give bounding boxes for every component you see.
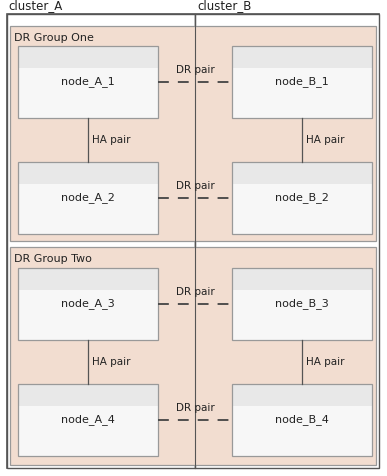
Text: node_A_2: node_A_2 [61, 193, 115, 203]
Bar [7, 14, 195, 468]
Text: node_B_3: node_B_3 [275, 298, 329, 309]
Bar [232, 46, 372, 68]
Text: DR Group Two: DR Group Two [14, 254, 92, 264]
Bar [232, 268, 372, 289]
Bar [232, 384, 372, 456]
Text: node_A_3: node_A_3 [61, 298, 115, 309]
Bar [18, 184, 158, 234]
Text: node_A_4: node_A_4 [61, 415, 115, 426]
Bar [232, 162, 372, 184]
Text: HA pair: HA pair [92, 135, 130, 145]
Text: node_B_4: node_B_4 [275, 415, 329, 426]
Bar [232, 46, 372, 118]
Text: HA pair: HA pair [92, 357, 130, 367]
Bar [232, 68, 372, 118]
Text: cluster_B: cluster_B [197, 0, 252, 12]
Text: node_B_1: node_B_1 [275, 77, 329, 88]
Bar [232, 268, 372, 340]
Bar [18, 162, 158, 234]
Bar [18, 46, 158, 118]
Bar [18, 384, 158, 406]
Bar [10, 26, 376, 241]
Text: DR Group One: DR Group One [14, 33, 94, 43]
Bar [232, 384, 372, 406]
Text: HA pair: HA pair [306, 135, 344, 145]
Bar [18, 289, 158, 340]
Bar [18, 68, 158, 118]
Bar [10, 247, 376, 465]
Text: DR pair: DR pair [176, 403, 214, 413]
Bar [18, 384, 158, 456]
Text: DR pair: DR pair [176, 65, 214, 75]
Text: DR pair: DR pair [176, 181, 214, 191]
Bar [18, 162, 158, 184]
Bar [232, 162, 372, 234]
Text: node_A_1: node_A_1 [61, 77, 115, 88]
Bar [232, 184, 372, 234]
Text: DR pair: DR pair [176, 287, 214, 297]
Bar [232, 289, 372, 340]
Bar [18, 268, 158, 289]
Bar [232, 406, 372, 456]
Text: node_B_2: node_B_2 [275, 193, 329, 203]
Text: cluster_A: cluster_A [8, 0, 62, 12]
Text: HA pair: HA pair [306, 357, 344, 367]
Bar [18, 406, 158, 456]
Bar [195, 14, 379, 468]
Bar [18, 46, 158, 68]
Bar [18, 268, 158, 340]
